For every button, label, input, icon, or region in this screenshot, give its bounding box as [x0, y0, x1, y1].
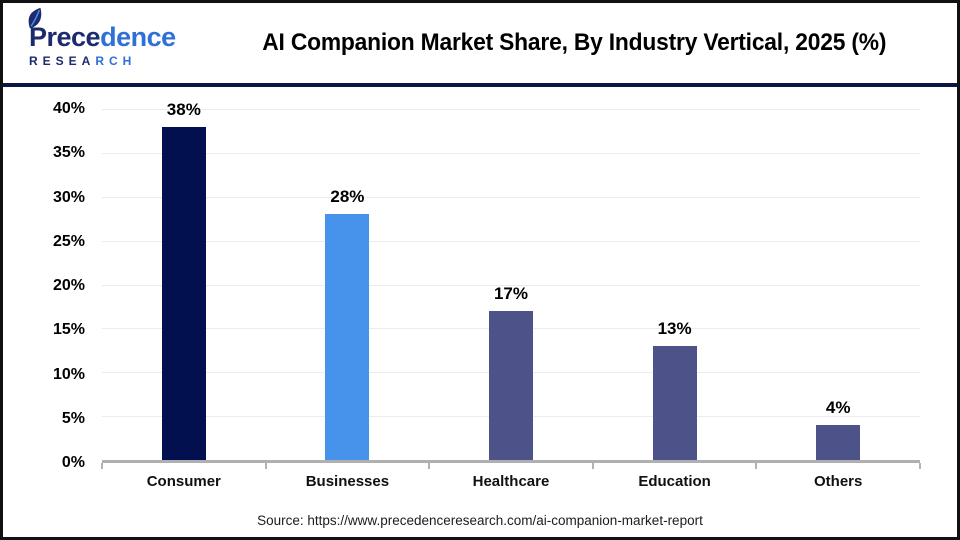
y-axis-tick-label: 40%: [52, 100, 85, 117]
bar-others: [816, 424, 861, 460]
gridline: [102, 196, 920, 198]
x-axis-tick: [428, 463, 431, 469]
y-axis-labels: 40% 35% 30% 25% 20% 15% 10% 5% 0%: [3, 100, 89, 471]
bar-value-label: 13%: [657, 318, 692, 338]
gridline: [102, 284, 920, 286]
plot-area: 38% Consumer 28% Businesses 17% Healthcare 13%…: [101, 100, 921, 490]
y-axis-tick-label: 30%: [52, 188, 85, 206]
y-axis-tick-label: 0%: [61, 454, 85, 471]
bar-value-label: 28%: [330, 187, 365, 207]
bar-healthcare: [488, 310, 533, 460]
logo-brand-part2: dence: [100, 22, 176, 52]
x-axis-category-label: Healthcare: [472, 473, 550, 490]
x-axis-category-label: Consumer: [146, 473, 221, 490]
bar-column-others: 4% Others: [756, 109, 920, 490]
y-axis-tick-label: 10%: [52, 365, 85, 383]
chart-title: AI Companion Market Share, By Industry V…: [262, 29, 887, 56]
y-axis-tick-label: 15%: [52, 321, 85, 339]
precedence-research-logo: Precedence RESEARCH: [28, 7, 201, 68]
source-text: Source: https://www.precedenceresearch.c…: [257, 513, 703, 528]
bar-value-label: 4%: [825, 397, 851, 417]
y-axis-tick-label: 5%: [61, 409, 85, 427]
gridline: [102, 240, 920, 242]
logo-research-text: RESEARCH: [29, 54, 201, 68]
x-axis-tick: [264, 463, 267, 469]
x-axis-tick: [101, 463, 103, 469]
bar-column-healthcare: 17% Healthcare: [429, 109, 593, 490]
x-axis-tick: [919, 463, 921, 469]
header: Precedence RESEARCH AI Companion Market …: [3, 3, 957, 83]
logo-brand-text: Precedence: [29, 24, 201, 51]
logo-research-part2: RCH: [95, 54, 137, 68]
y-axis-tick-label: 25%: [52, 232, 85, 250]
leaf-icon: [23, 6, 50, 36]
bar-column-consumer: 38% Consumer: [102, 100, 266, 490]
header-divider: [3, 83, 957, 87]
y-axis-tick-label: 20%: [52, 277, 85, 294]
plot-columns: 38% Consumer 28% Businesses 17% Healthcare 13%…: [101, 100, 921, 490]
bar-education: [652, 345, 697, 460]
x-axis-tick: [591, 463, 594, 469]
x-axis-tick: [755, 463, 758, 469]
bar-consumer: [161, 126, 206, 460]
gridline: [102, 152, 920, 154]
bar-value-label: 17%: [493, 283, 528, 303]
x-axis-category-label: Businesses: [305, 473, 390, 490]
bar-column-businesses: 28% Businesses: [266, 109, 430, 490]
bar-value-label: 38%: [166, 99, 201, 119]
x-axis-category-label: Others: [813, 473, 863, 490]
x-axis-category-label: Education: [638, 473, 711, 490]
bar-column-education: 13% Education: [593, 109, 757, 490]
logo-research-part1: RESEA: [29, 54, 96, 68]
y-axis-tick-label: 35%: [52, 144, 85, 162]
gridline: [102, 109, 920, 110]
bar-businesses: [325, 214, 370, 460]
logo-brand-part1: Prece: [29, 22, 101, 52]
